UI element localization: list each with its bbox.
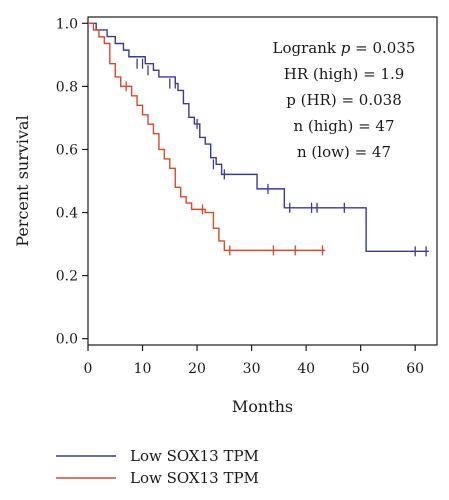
annotation-line: n (high) = 47	[293, 117, 394, 135]
x-tick-label: 60	[406, 361, 424, 377]
y-tick-label: 0.4	[56, 206, 78, 222]
x-tick-label: 50	[352, 361, 370, 377]
annotation-line: p (HR) = 0.038	[286, 91, 402, 109]
x-tick-label: 0	[84, 361, 93, 377]
x-tick-label: 20	[188, 361, 206, 377]
x-axis-label: Months	[232, 397, 293, 416]
y-tick-label: 1.0	[56, 16, 78, 32]
plot-frame	[87, 16, 438, 346]
x-tick-label: 30	[243, 361, 261, 377]
chart-axes: 0.0 0.2 0.4 0.6 0.8 1.0 0 10 20 30 40 50 60	[56, 16, 438, 377]
annotation-line: Logrank p = 0.035	[273, 39, 416, 57]
x-tick-label: 40	[297, 361, 315, 377]
y-tick-label: 0.0	[56, 332, 78, 348]
legend-label: Low SOX13 TPM	[130, 469, 259, 487]
annotation-line: HR (high) = 1.9	[284, 65, 405, 83]
annotation-line: n (low) = 47	[297, 143, 391, 161]
y-tick-label: 0.2	[56, 269, 78, 285]
survival-curve-1	[88, 22, 429, 253]
x-tick-label: 10	[134, 361, 152, 377]
survival-curves	[88, 22, 429, 253]
censor-marks	[125, 58, 427, 257]
y-tick-label: 0.6	[56, 142, 78, 158]
y-axis-label: Percent survival	[13, 115, 32, 246]
legend-label: Low SOX13 TPM	[130, 447, 259, 465]
legend: Low SOX13 TPM Low SOX13 TPM	[56, 447, 259, 487]
stats-annotations: Logrank p = 0.035 HR (high) = 1.9 p (HR) =…	[273, 39, 416, 161]
survival-curve-2	[88, 22, 326, 252]
y-tick-label: 0.8	[56, 79, 78, 95]
